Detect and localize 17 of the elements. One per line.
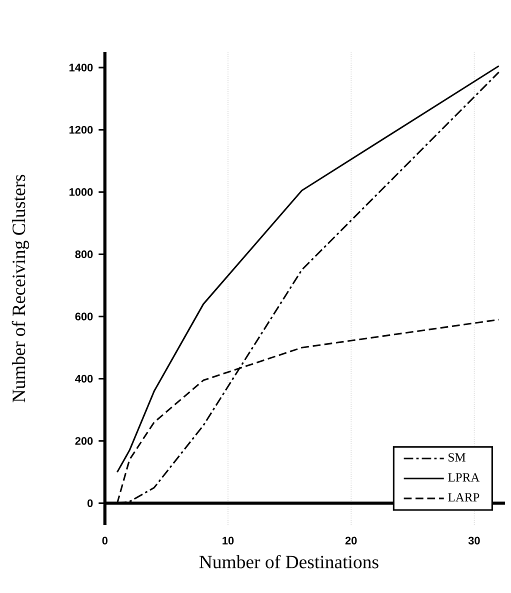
- legend-label: SM: [448, 453, 466, 462]
- y-axis-title: Number of Receiving Clusters: [12, 174, 29, 402]
- y-tick-label: 1400: [69, 64, 93, 72]
- x-tick-label: 20: [345, 536, 357, 544]
- x-tick-label: 10: [222, 536, 234, 544]
- y-tick-label: 1000: [69, 188, 93, 196]
- legend-label: LPRA: [448, 473, 480, 482]
- y-tick-label: 0: [87, 499, 93, 508]
- y-tick-label: 600: [75, 312, 93, 320]
- y-tick-label: 800: [75, 250, 93, 258]
- legend-label: LARP: [448, 493, 480, 502]
- y-tick-label: 400: [74, 374, 93, 383]
- x-axis-title: Number of Destinations: [199, 554, 378, 568]
- y-tick-label: 200: [75, 437, 93, 445]
- y-tick-label: 1200: [69, 126, 93, 134]
- x-tick-label: 0: [102, 536, 108, 544]
- x-tick-label: 30: [468, 536, 480, 545]
